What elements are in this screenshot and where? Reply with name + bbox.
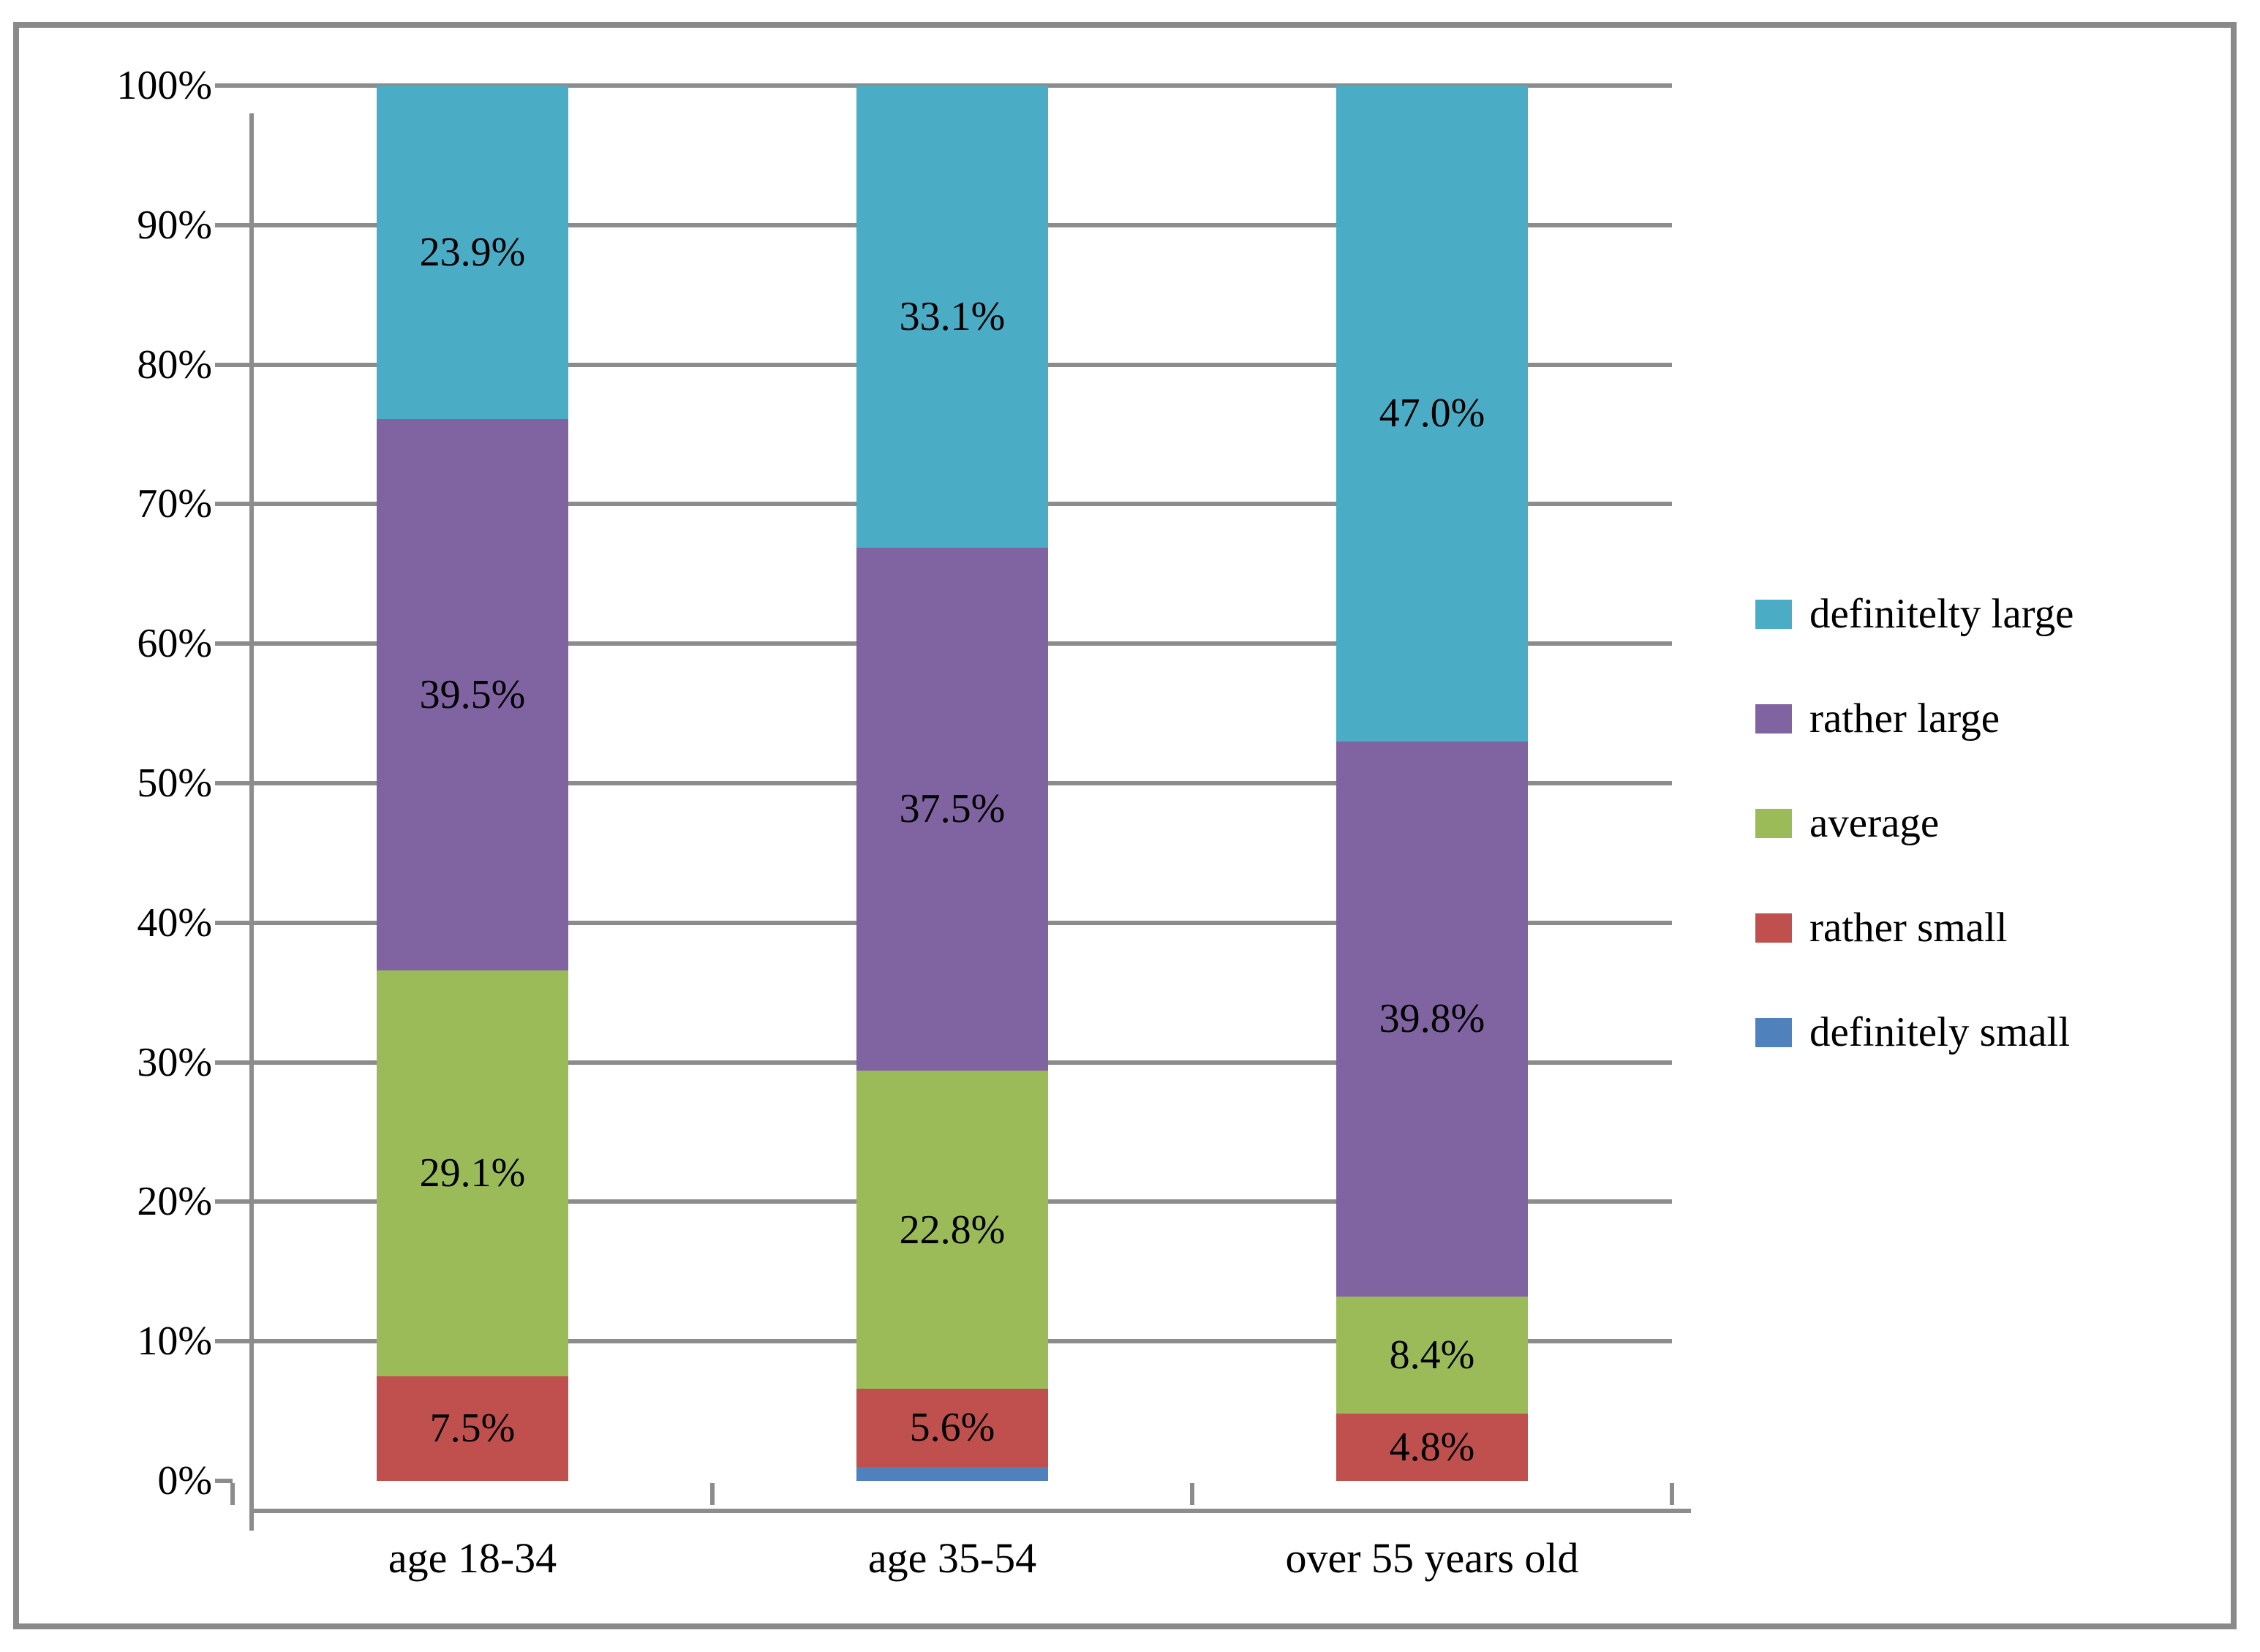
x-axis-category-label-0: age 18-34 (388, 1534, 557, 1582)
y-axis-tick-label-10: 10% (137, 1319, 212, 1365)
y-axis-tick-50 (215, 781, 233, 785)
segment-label-rather-small: 7.5% (429, 1406, 516, 1452)
y-axis-tick-80 (215, 362, 233, 367)
segment-label-average: 22.8% (899, 1207, 1006, 1253)
segment-definitely-small (856, 1466, 1048, 1481)
y-axis-tick-70 (215, 502, 233, 507)
segment-label-average: 29.1% (419, 1150, 526, 1196)
segment-average (1336, 1297, 1528, 1414)
y-axis-tick-label-90: 90% (137, 202, 212, 248)
segment-label-rather-large: 37.5% (899, 786, 1006, 832)
y-axis-tick-10 (215, 1339, 233, 1344)
segment-label-definitelty-large: 47.0% (1379, 391, 1485, 437)
y-axis-tick-label-20: 20% (137, 1179, 212, 1225)
segment-definitelty-large (856, 86, 1048, 548)
x-axis-category-label-1: age 35-54 (867, 1534, 1037, 1582)
legend-item-rather-small: rather small (1755, 905, 2008, 951)
segment-label-average: 8.4% (1389, 1332, 1475, 1378)
legend-item-definitely-small: definitely small (1755, 1009, 2071, 1055)
y-axis-tick-label-80: 80% (137, 342, 212, 388)
segment-average (377, 970, 568, 1376)
legend-swatch-icon (1755, 600, 1792, 629)
y-axis-tick-label-0: 0% (157, 1458, 212, 1504)
segment-label-definitelty-large: 23.9% (419, 230, 526, 275)
legend-item-label: definitelty large (1809, 591, 2074, 637)
legend-swatch-icon (1755, 704, 1792, 733)
y-axis-tick-60 (215, 641, 233, 646)
y-axis-tick-20 (215, 1199, 233, 1204)
segment-label-definitelty-large: 33.1% (899, 293, 1006, 339)
y-axis-tick-label-70: 70% (137, 481, 212, 527)
legend-item-label: definitely small (1809, 1009, 2071, 1055)
segment-label-rather-large: 39.8% (1379, 996, 1485, 1042)
segment-rather-small (1336, 1414, 1528, 1481)
legend-item-label: rather large (1809, 695, 2000, 742)
legend-item-rather-large: rather large (1755, 695, 2000, 742)
segment-rather-large (856, 547, 1048, 1071)
x-axis-tick-0 (230, 1483, 235, 1505)
legend-item-average: average (1755, 800, 1940, 846)
plot-area: 7.5% 29.1% 39.5% 23.9% 5.6% 22.8% 37.5% 33.1% 4.… (233, 83, 1672, 1481)
y-axis-tick-0 (215, 1479, 233, 1483)
legend-swatch-icon (1755, 1018, 1792, 1047)
y-axis-tick-40 (215, 920, 233, 925)
x-axis-tick-3 (1670, 1483, 1674, 1505)
segment-rather-large (1336, 741, 1528, 1297)
x-axis-tick-2 (1190, 1483, 1194, 1505)
segment-rather-small (377, 1376, 568, 1481)
segment-rather-large (377, 419, 568, 970)
legend-item-definitelty-large: definitelty large (1755, 591, 2074, 637)
segment-label-rather-small: 4.8% (1389, 1425, 1475, 1471)
segment-rather-small (856, 1389, 1048, 1467)
bar-age-18-34: 7.5% 29.1% 39.5% 23.9% (377, 86, 568, 1481)
segment-average (856, 1071, 1048, 1389)
segment-label-rather-small: 5.6% (909, 1405, 995, 1451)
y-axis-tick-30 (215, 1060, 233, 1065)
legend-swatch-icon (1755, 809, 1792, 838)
y-axis-line (249, 113, 254, 1531)
y-axis-tick-label-30: 30% (137, 1039, 212, 1085)
x-axis-category-label-2: over 55 years old (1285, 1534, 1579, 1582)
y-axis-tick-label-100: 100% (116, 63, 212, 108)
y-axis-tick-100 (215, 83, 233, 88)
legend-item-label: average (1809, 800, 1940, 846)
x-axis-tick-1 (710, 1483, 715, 1505)
legend-item-label: rather small (1809, 905, 2008, 951)
bar-over-55-years-old: 4.8% 8.4% 39.8% 47.0% (1336, 86, 1528, 1481)
y-axis-tick-label-60: 60% (137, 621, 212, 667)
x-axis-line (252, 1509, 1691, 1513)
y-axis-tick-90 (215, 222, 233, 227)
y-axis-tick-label-40: 40% (137, 899, 212, 946)
legend-swatch-icon (1755, 913, 1792, 943)
bar-age-35-54: 5.6% 22.8% 37.5% 33.1% (856, 86, 1048, 1481)
y-axis-tick-label-50: 50% (137, 761, 212, 806)
segment-definitelty-large (377, 86, 568, 419)
segment-definitelty-large (1336, 86, 1528, 742)
segment-label-rather-large: 39.5% (419, 671, 526, 717)
